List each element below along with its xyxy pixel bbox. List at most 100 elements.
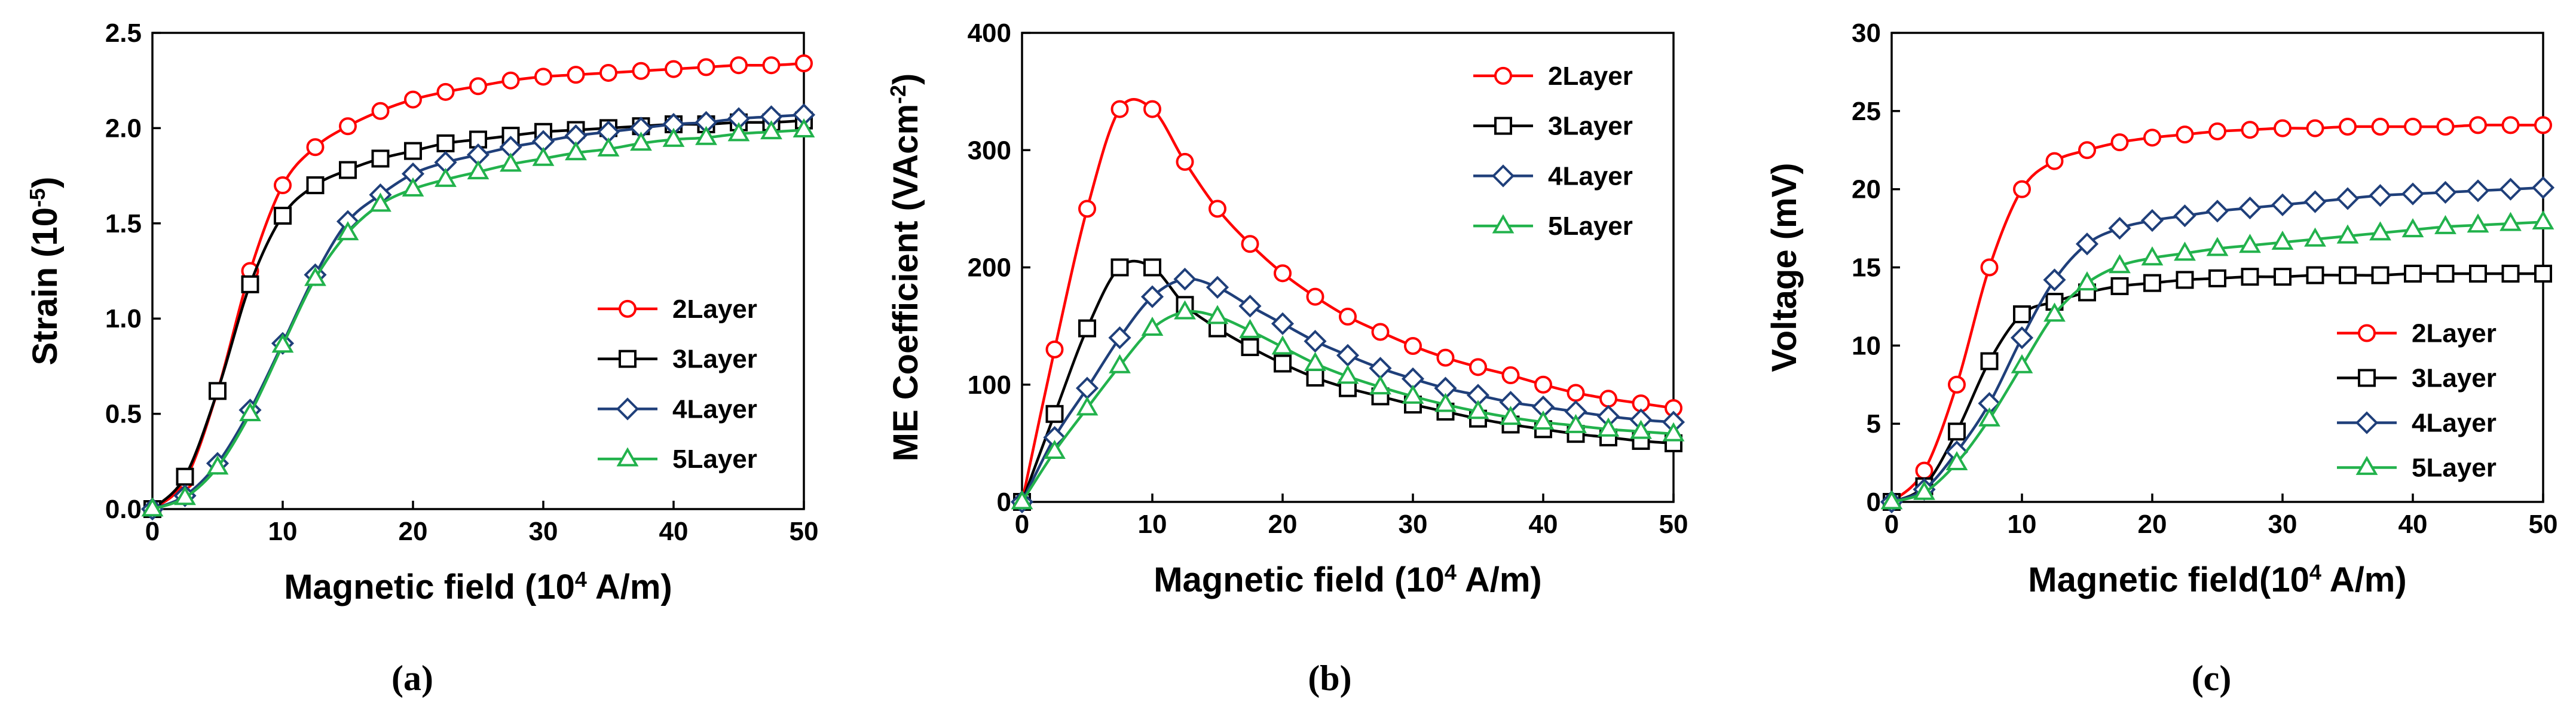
data-point-5Layer bbox=[2336, 224, 2359, 244]
data-point-2Layer bbox=[1078, 200, 1096, 218]
y-tick-label: 400 bbox=[968, 19, 1011, 48]
data-point-4Layer bbox=[2499, 177, 2522, 201]
data-point-4Layer bbox=[1271, 312, 1295, 335]
data-point-2Layer bbox=[2143, 128, 2161, 147]
data-point-4Layer bbox=[2466, 179, 2490, 203]
chart-panel-2: 0 10 20 30 40 50 0 100 200 300 400 Magnetic field (… bbox=[886, 19, 1688, 698]
data-point-2Layer bbox=[306, 138, 325, 157]
data-point-2Layer bbox=[795, 54, 813, 73]
data-point-2Layer bbox=[1371, 323, 1390, 341]
x-tick-label: 30 bbox=[529, 517, 558, 546]
data-point-3Layer bbox=[2436, 264, 2455, 283]
data-point-3Layer bbox=[2469, 264, 2487, 283]
data-point-3Layer bbox=[2339, 266, 2357, 284]
data-point-2Layer bbox=[1339, 307, 1357, 326]
data-point-5Layer bbox=[467, 160, 489, 180]
legend-label-3Layer: 3Layer bbox=[2412, 364, 2497, 393]
data-point-3Layer bbox=[404, 142, 422, 160]
data-point-2Layer bbox=[2176, 125, 2194, 144]
series-line-3Layer bbox=[1891, 272, 2543, 504]
y-tick-label: 15 bbox=[1852, 253, 1881, 283]
x-tick-label: 20 bbox=[1268, 510, 1298, 539]
data-point-5Layer bbox=[1109, 354, 1131, 373]
data-point-5Layer bbox=[2369, 221, 2391, 241]
data-point-5Layer bbox=[1532, 410, 1555, 430]
data-point-2Layer bbox=[697, 58, 715, 76]
data-point-2Layer bbox=[1274, 264, 1292, 283]
data-point-2Layer bbox=[1045, 340, 1064, 359]
data-point-5Layer bbox=[1978, 407, 2000, 427]
legend: 2Layer 3Layer 4Layer 5Layer bbox=[1473, 62, 1633, 241]
data-point-5Layer bbox=[1662, 422, 1685, 442]
data-point-5Layer bbox=[1434, 393, 1457, 412]
y-axis-label: ME Coefficient (VAcm-2) bbox=[886, 73, 926, 462]
data-point-5Layer bbox=[1402, 384, 1424, 404]
data-point-2Layer bbox=[665, 60, 683, 78]
data-point-3Layer bbox=[2208, 269, 2226, 287]
data-point-2Layer bbox=[1143, 100, 1161, 118]
data-point-5Layer bbox=[1271, 335, 1294, 355]
data-point-2Layer bbox=[599, 63, 617, 82]
x-tick-label: 50 bbox=[1659, 510, 1688, 539]
legend-label-4Layer: 4Layer bbox=[1548, 161, 1633, 191]
data-point-5Layer bbox=[2532, 210, 2554, 230]
data-point-5Layer bbox=[2304, 227, 2326, 247]
data-point-5Layer bbox=[336, 221, 359, 241]
data-point-2Layer bbox=[436, 82, 455, 101]
data-point-5Layer bbox=[1630, 419, 1652, 439]
legend-label-4Layer: 4Layer bbox=[2412, 409, 2497, 438]
data-point-2Layer bbox=[1501, 366, 1520, 385]
data-point-5Layer bbox=[141, 497, 164, 517]
x-tick-label: 40 bbox=[2398, 510, 2428, 539]
data-point-4Layer bbox=[2205, 200, 2229, 223]
x-tick-label: 0 bbox=[1884, 510, 1899, 539]
y-tick-label: 1.5 bbox=[105, 209, 142, 238]
x-tick-label: 20 bbox=[399, 517, 428, 546]
data-point-4Layer bbox=[2303, 190, 2327, 213]
data-point-2Layer bbox=[534, 68, 552, 86]
data-point-3Layer bbox=[1143, 258, 1161, 277]
data-point-5Layer bbox=[1467, 400, 1489, 419]
data-point-5Layer bbox=[2434, 215, 2456, 234]
data-point-5Layer bbox=[2076, 271, 2098, 291]
data-point-2Layer bbox=[1436, 348, 1455, 367]
data-point-4Layer bbox=[2075, 232, 2099, 256]
data-point-3Layer bbox=[436, 134, 455, 152]
data-point-5Layer bbox=[1565, 413, 1587, 433]
data-point-3Layer bbox=[371, 149, 390, 168]
data-point-2Layer bbox=[2501, 116, 2520, 134]
data-point-4Layer bbox=[2043, 268, 2066, 292]
series-3Layer bbox=[1013, 258, 1682, 511]
x-tick-label: 30 bbox=[2268, 510, 2297, 539]
x-tick-label: 0 bbox=[1015, 510, 1029, 539]
data-point-5Layer bbox=[727, 122, 750, 142]
data-point-5Layer bbox=[1011, 490, 1033, 510]
legend-label-4Layer: 4Layer bbox=[672, 394, 757, 424]
data-point-5Layer bbox=[1141, 316, 1164, 336]
data-point-5Layer bbox=[1500, 406, 1522, 425]
data-point-2Layer bbox=[274, 176, 292, 195]
data-point-5Layer bbox=[2011, 354, 2033, 373]
data-point-3Layer bbox=[274, 207, 292, 225]
chart-panel-1: 0 10 20 30 40 50 0.0 0.5 1.0 1.5 2.0 2.5 Magnetic fi… bbox=[25, 19, 819, 698]
data-point-5Layer bbox=[304, 266, 326, 286]
legend: 2Layer 3Layer 4Layer 5Layer bbox=[598, 295, 757, 474]
series-5Layer bbox=[141, 118, 815, 517]
data-point-5Layer bbox=[369, 192, 391, 212]
x-tick-label: 40 bbox=[1529, 510, 1558, 539]
data-point-5Layer bbox=[271, 333, 294, 353]
data-point-3Layer bbox=[2013, 305, 2031, 323]
series-5Layer bbox=[1880, 210, 2554, 510]
y-tick-label: 5 bbox=[1867, 409, 1881, 439]
data-point-3Layer bbox=[209, 382, 227, 400]
legend-marker-5Layer bbox=[2355, 455, 2378, 475]
legend-marker-3Layer bbox=[619, 350, 637, 368]
y-axis-label: Voltage (mV) bbox=[1765, 163, 1804, 372]
data-point-5Layer bbox=[435, 167, 457, 187]
panel-label: (b) bbox=[1308, 658, 1351, 698]
y-tick-label: 0 bbox=[997, 488, 1011, 517]
data-point-2Layer bbox=[1241, 235, 1259, 253]
legend-label-2Layer: 2Layer bbox=[1548, 62, 1633, 91]
data-point-2Layer bbox=[1176, 152, 1194, 171]
data-point-5Layer bbox=[597, 137, 620, 157]
